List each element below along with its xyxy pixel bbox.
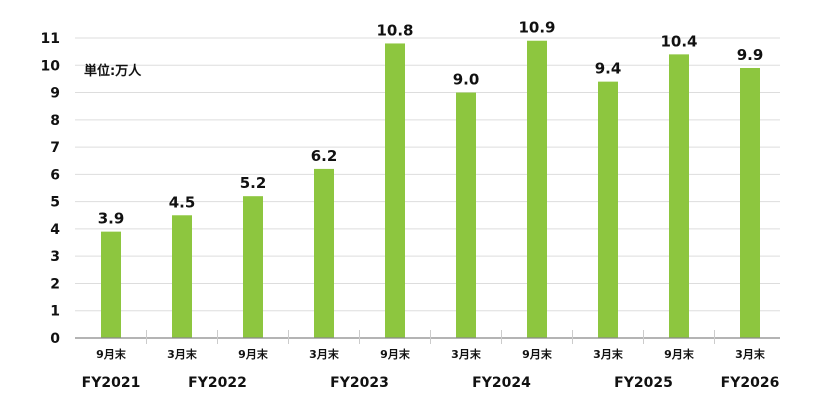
fiscal-year-labels: FY2021 FY2022 FY2023 FY2024 FY2025 FY2026: [82, 375, 780, 391]
y-tick-label: 6: [50, 167, 60, 183]
bar: [385, 43, 405, 339]
fiscal-year-label: FY2021: [82, 375, 141, 391]
y-axis-ticks: 0 1 2 3 4 5 6 7 8 9 10 11: [41, 31, 61, 347]
y-tick-label: 8: [50, 113, 60, 129]
data-label: 9.4: [595, 60, 622, 78]
bar: [101, 231, 121, 338]
category-labels: 9月末 3月末 9月末 3月末 9月末 3月末 9月末 3月末 9月末 3月末: [96, 347, 766, 361]
data-label: 10.9: [518, 19, 555, 37]
category-label: 9月末: [380, 347, 411, 361]
bar: [314, 168, 334, 338]
bar: [740, 68, 760, 338]
y-tick-label: 7: [50, 140, 60, 156]
bars: [101, 40, 760, 339]
data-label: 9.0: [453, 71, 480, 89]
y-tick-label: 4: [50, 222, 60, 238]
y-tick-label: 1: [50, 304, 60, 320]
category-label: 3月末: [451, 347, 482, 361]
bar: [243, 196, 263, 338]
category-label: 9月末: [238, 347, 269, 361]
bar: [456, 92, 476, 338]
data-label: 3.9: [98, 210, 125, 228]
category-label: 3月末: [735, 347, 766, 361]
category-label: 9月末: [664, 347, 695, 361]
data-label: 5.2: [240, 174, 267, 192]
y-tick-label: 10: [41, 58, 61, 74]
fiscal-year-label: FY2026: [721, 375, 780, 391]
fiscal-year-label: FY2022: [188, 375, 247, 391]
data-label: 4.5: [169, 193, 196, 211]
fiscal-year-label: FY2025: [614, 375, 673, 391]
bar: [527, 40, 547, 339]
data-label: 10.4: [660, 32, 697, 50]
y-tick-label: 5: [50, 195, 60, 211]
y-tick-label: 3: [50, 249, 60, 265]
fiscal-year-label: FY2024: [472, 375, 531, 391]
unit-label: 単位:万人: [84, 63, 142, 79]
data-label: 6.2: [311, 147, 338, 165]
y-tick-label: 11: [41, 31, 60, 47]
fiscal-year-label: FY2023: [330, 375, 389, 391]
data-labels: 3.9 4.5 5.2 6.2 10.8 9.0 10.9 9.4 10.4 9.9: [98, 19, 764, 228]
bar: [172, 215, 192, 338]
data-label: 9.9: [737, 46, 764, 64]
bar: [598, 81, 618, 339]
y-tick-label: 0: [50, 331, 60, 347]
y-tick-label: 9: [50, 86, 60, 102]
category-label: 9月末: [96, 347, 127, 361]
bar: [669, 54, 689, 338]
category-label: 9月末: [522, 347, 553, 361]
data-label: 10.8: [376, 21, 413, 39]
category-label: 3月末: [593, 347, 624, 361]
category-label: 3月末: [167, 347, 198, 361]
category-label: 3月末: [309, 347, 340, 361]
grid-lines: [75, 37, 780, 312]
x-axis-separators: [146, 330, 715, 344]
y-tick-label: 2: [50, 276, 60, 292]
